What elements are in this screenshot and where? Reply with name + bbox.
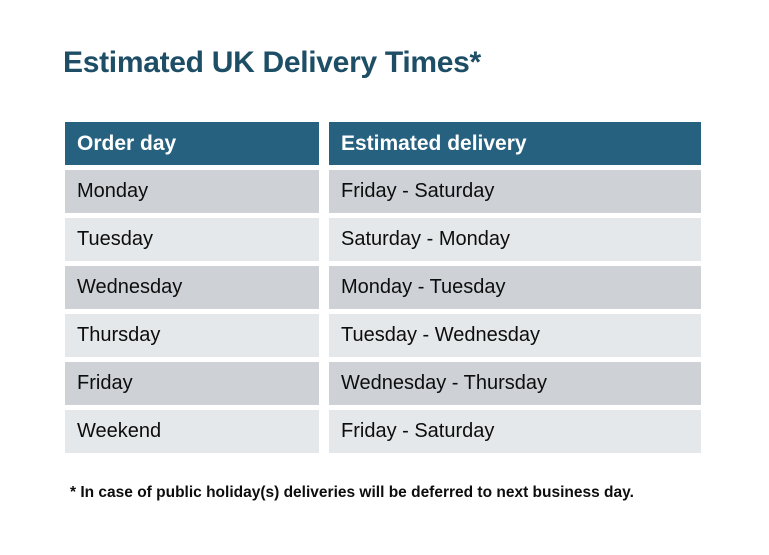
cell-order-day: Wednesday: [65, 266, 319, 309]
cell-estimated-delivery: Friday - Saturday: [329, 410, 701, 453]
page-title: Estimated UK Delivery Times*: [63, 46, 481, 79]
cell-order-day: Tuesday: [65, 218, 319, 261]
cell-order-day: Thursday: [65, 314, 319, 357]
footnote: * In case of public holiday(s) deliverie…: [70, 484, 634, 501]
cell-estimated-delivery: Monday - Tuesday: [329, 266, 701, 309]
cell-order-day: Weekend: [65, 410, 319, 453]
cell-estimated-delivery: Saturday - Monday: [329, 218, 701, 261]
cell-estimated-delivery: Wednesday - Thursday: [329, 362, 701, 405]
cell-order-day: Monday: [65, 170, 319, 213]
cell-estimated-delivery: Tuesday - Wednesday: [329, 314, 701, 357]
cell-order-day: Friday: [65, 362, 319, 405]
column-header-order-day: Order day: [65, 122, 319, 165]
cell-estimated-delivery: Friday - Saturday: [329, 170, 701, 213]
column-header-estimated-delivery: Estimated delivery: [329, 122, 701, 165]
delivery-times-table: Order day Estimated delivery Monday Frid…: [65, 122, 701, 453]
